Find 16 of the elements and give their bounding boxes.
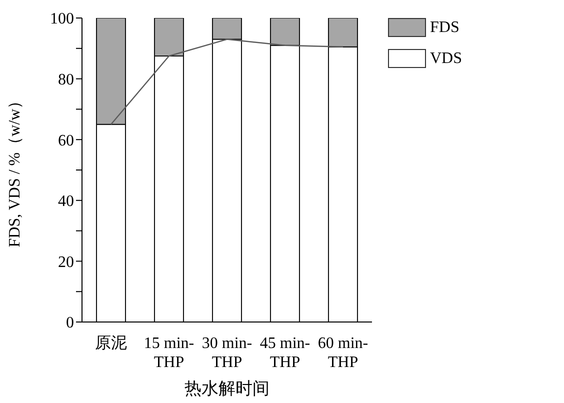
y-tick-label: 20 <box>58 254 74 271</box>
y-axis-title: FDS, VDS / %（w/w） <box>6 92 24 248</box>
x-tick-label: 30 min-THP <box>202 335 252 371</box>
line-series <box>110 38 344 125</box>
y-tick-label: 60 <box>58 132 74 150</box>
y-tick-label: 0 <box>66 314 74 332</box>
text: VDS <box>430 50 462 68</box>
y-tick-label: 40 <box>58 193 74 210</box>
x-tick-label: 原泥 <box>95 335 127 352</box>
y-tick-label: 100 <box>50 10 74 28</box>
x-tick-label: 60 min-THP <box>318 335 368 371</box>
legend-label: FDS <box>430 18 460 36</box>
x-axis-title: 热水解时间 <box>184 379 270 398</box>
x-tick-label: 15 min-THP <box>144 335 194 371</box>
y-tick-label: 80 <box>58 71 74 88</box>
x-tick-label: 45 min-THP <box>260 335 310 371</box>
